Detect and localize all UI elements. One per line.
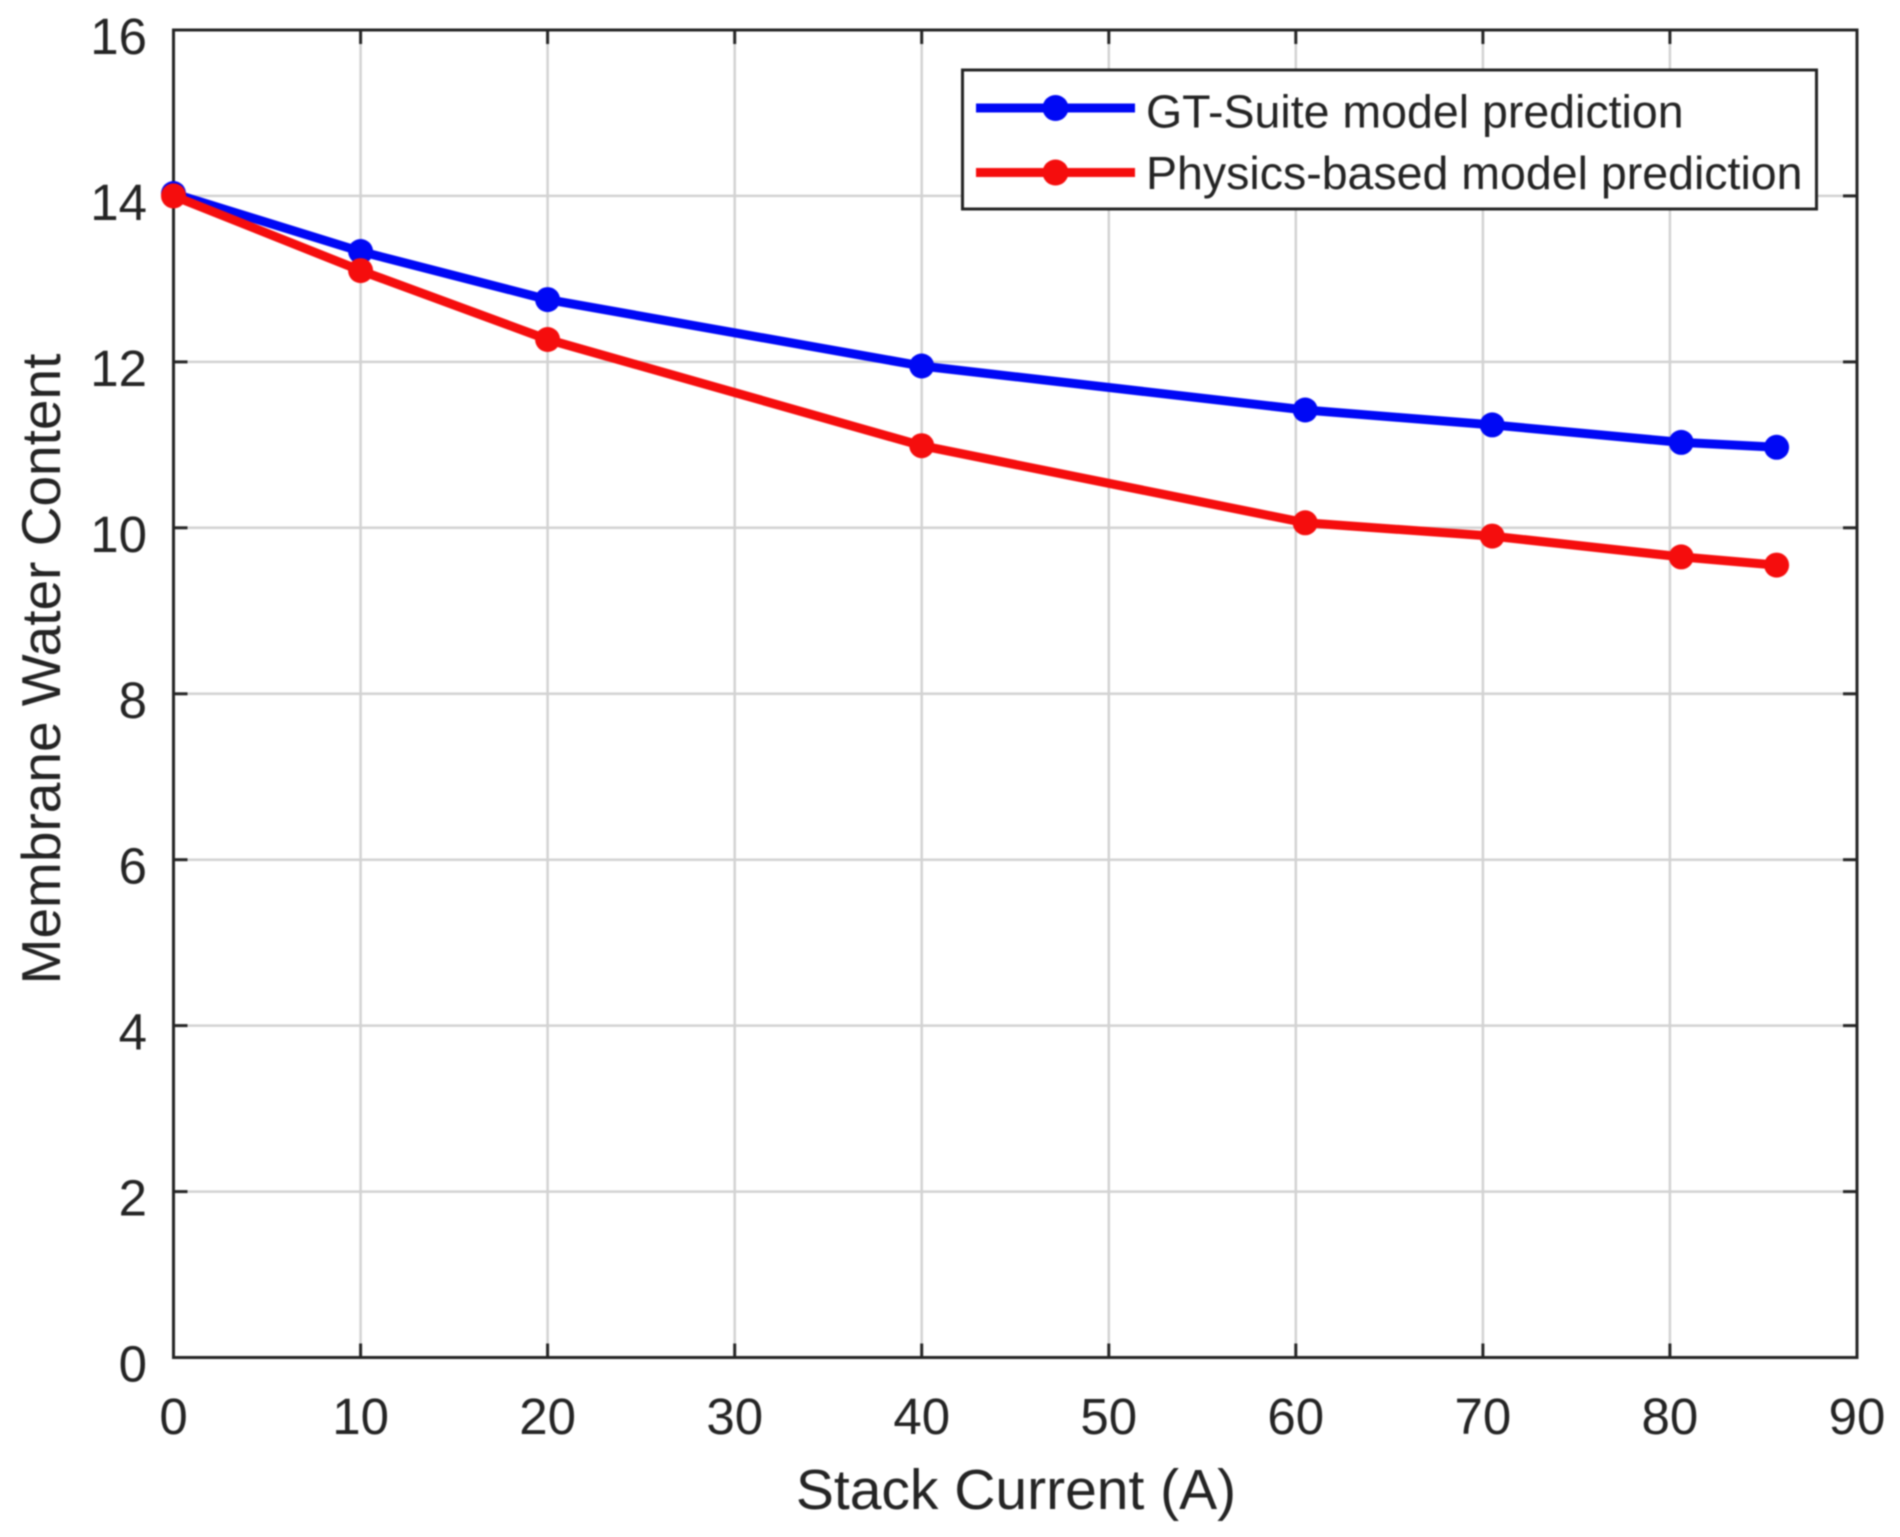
svg-text:70: 70 <box>1455 1388 1512 1445</box>
svg-text:10: 10 <box>332 1388 389 1445</box>
svg-text:8: 8 <box>119 672 147 729</box>
svg-text:0: 0 <box>159 1388 187 1445</box>
svg-text:10: 10 <box>90 506 147 563</box>
svg-text:60: 60 <box>1267 1388 1324 1445</box>
svg-text:90: 90 <box>1829 1388 1886 1445</box>
svg-text:12: 12 <box>90 340 147 397</box>
svg-text:GT-Suite model prediction: GT-Suite model prediction <box>1146 86 1684 138</box>
svg-text:Membrane Water Content: Membrane Water Content <box>10 354 72 985</box>
svg-text:2: 2 <box>119 1170 147 1227</box>
svg-text:80: 80 <box>1642 1388 1699 1445</box>
svg-text:14: 14 <box>90 174 147 231</box>
svg-text:50: 50 <box>1080 1388 1137 1445</box>
svg-text:4: 4 <box>119 1004 147 1061</box>
svg-text:30: 30 <box>706 1388 763 1445</box>
svg-text:40: 40 <box>893 1388 950 1445</box>
svg-text:0: 0 <box>119 1336 147 1393</box>
svg-text:Stack Current (A): Stack Current (A) <box>796 1458 1236 1522</box>
svg-text:16: 16 <box>90 8 147 65</box>
svg-text:Physics-based model prediction: Physics-based model prediction <box>1146 147 1803 199</box>
svg-text:6: 6 <box>119 838 147 895</box>
svg-text:20: 20 <box>519 1388 576 1445</box>
